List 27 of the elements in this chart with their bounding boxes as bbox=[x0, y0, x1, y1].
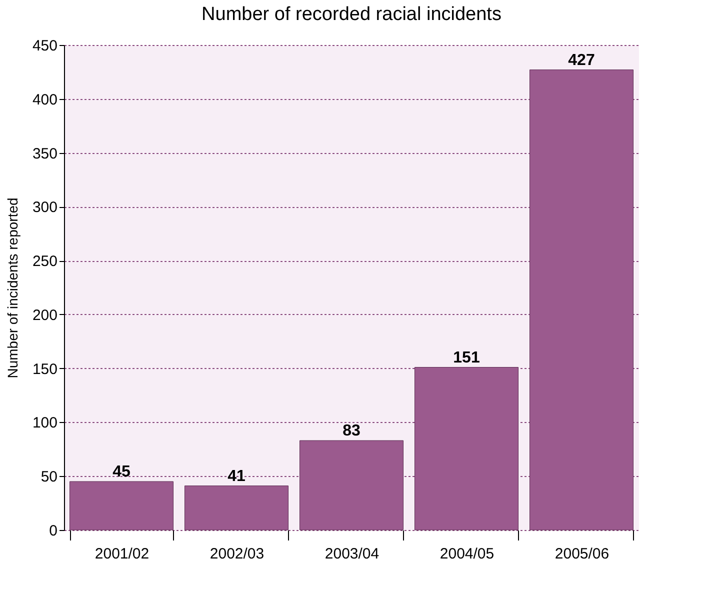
data-label: 427 bbox=[568, 52, 595, 69]
y-tick-label: 50 bbox=[40, 468, 58, 486]
bar bbox=[184, 486, 288, 530]
y-tick-label: 300 bbox=[32, 199, 58, 216]
y-axis-title: Number of incidents reported bbox=[4, 198, 20, 378]
data-label: 41 bbox=[228, 468, 246, 485]
bar bbox=[530, 70, 634, 530]
y-tick-label: 250 bbox=[32, 253, 58, 270]
bar bbox=[300, 440, 404, 530]
bar bbox=[70, 481, 174, 530]
y-tick-label: 200 bbox=[32, 306, 58, 324]
chart-title: Number of recorded racial incidents bbox=[202, 4, 502, 25]
x-tick-label: 2001/02 bbox=[94, 546, 150, 562]
y-tick-label: 350 bbox=[32, 145, 58, 162]
bar bbox=[414, 367, 518, 530]
data-label: 151 bbox=[453, 349, 480, 366]
y-tick-label: 400 bbox=[32, 91, 58, 108]
x-tick-label: 2003/04 bbox=[324, 546, 380, 562]
x-tick-label: 2004/05 bbox=[440, 546, 494, 562]
data-label: 83 bbox=[342, 422, 360, 440]
y-tick-label: 100 bbox=[32, 414, 58, 432]
y-tick-label: 450 bbox=[32, 38, 58, 54]
data-label: 45 bbox=[112, 464, 130, 480]
x-tick-label: 2005/06 bbox=[554, 546, 610, 562]
x-tick-label: 2002/03 bbox=[210, 546, 264, 562]
y-tick-label: 0 bbox=[49, 522, 58, 540]
y-tick-label: 150 bbox=[32, 360, 58, 378]
